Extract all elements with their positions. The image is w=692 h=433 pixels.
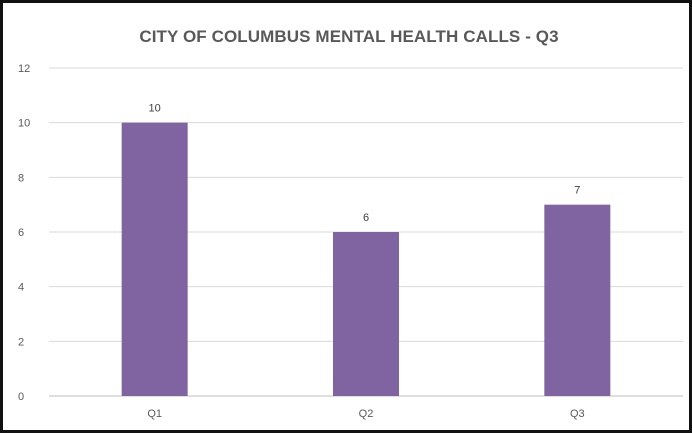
y-tick-label: 10 — [18, 118, 30, 130]
bar — [121, 122, 188, 397]
x-tick-label: Q2 — [359, 408, 374, 420]
x-tick-label: Q1 — [147, 408, 162, 420]
y-tick-label: 6 — [18, 227, 24, 239]
bar — [333, 232, 399, 396]
data-label: 10 — [149, 103, 161, 115]
chart-title: CITY OF COLUMBUS MENTAL HEALTH CALLS - Q… — [139, 27, 559, 46]
y-tick-label: 12 — [18, 63, 30, 75]
x-tick-label: Q3 — [570, 408, 585, 420]
y-tick-label: 8 — [18, 172, 24, 184]
y-tick-label: 2 — [18, 336, 24, 348]
bar-chart: 0 2 4 6 8 10 12 10 Q1 6 Q2 7 Q3 — [18, 63, 683, 420]
y-tick-label: 0 — [18, 391, 24, 403]
y-tick-label: 4 — [18, 282, 24, 294]
data-label: 6 — [363, 212, 369, 224]
bar — [544, 204, 611, 396]
data-label: 7 — [574, 185, 580, 197]
